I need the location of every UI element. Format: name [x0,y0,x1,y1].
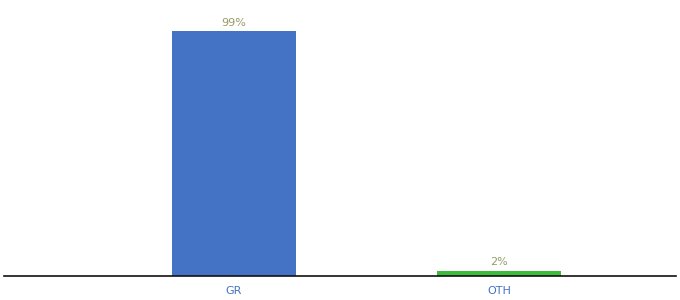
Text: 2%: 2% [490,257,508,268]
Text: 99%: 99% [222,18,246,28]
Bar [437,271,561,276]
Bar [172,32,296,276]
